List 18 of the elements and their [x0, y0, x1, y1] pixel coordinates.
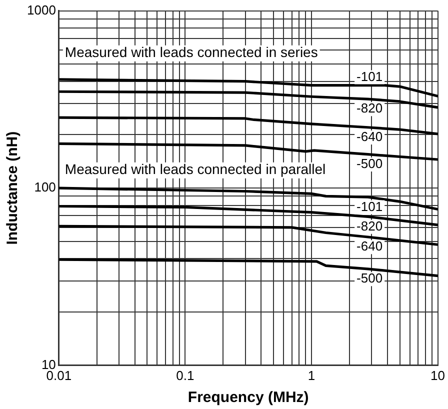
y-tick-label: 100 — [34, 180, 56, 195]
annotation: Measured with leads connected in parallel — [64, 161, 326, 178]
series-label: -820 — [356, 218, 383, 234]
series-label: -640 — [356, 238, 383, 254]
series-label: -500 — [356, 156, 383, 172]
series-label: -820 — [356, 100, 383, 116]
x-tick-label: 0.1 — [176, 368, 194, 383]
y-tick-label: 1000 — [27, 2, 56, 18]
series-label: -500 — [356, 270, 383, 286]
y-axis-title: Inductance (nH) — [4, 131, 22, 245]
y-tick-label: 10 — [41, 356, 56, 372]
annotation: Measured with leads connected in series — [64, 44, 318, 60]
series-label: -640 — [356, 129, 383, 144]
x-axis-title: Frequency (MHz) — [188, 389, 309, 406]
x-tick-label: 10 — [430, 368, 446, 383]
x-tick-label: 1 — [308, 368, 316, 383]
series-label: -101 — [356, 68, 383, 84]
series-label: -101 — [356, 198, 383, 214]
